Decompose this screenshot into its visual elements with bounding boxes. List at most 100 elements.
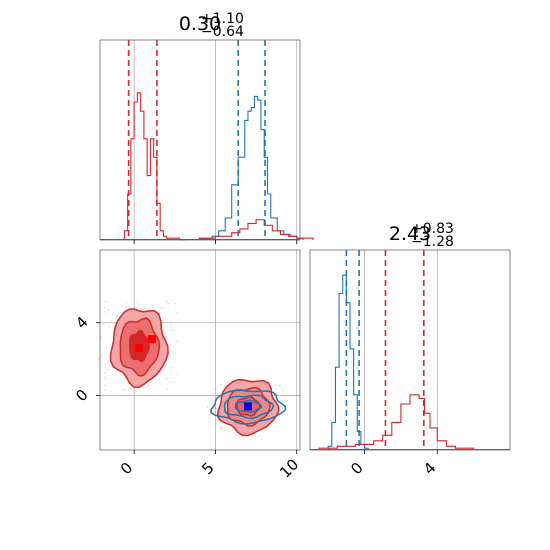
panel3-yticks: 04 [72,313,100,405]
sample-point [220,383,223,386]
panel1-xticks [133,240,298,244]
sample-point [106,368,109,371]
sample-point [207,417,210,419]
sample-point [176,340,179,343]
panel1-quantile-lines [127,40,266,240]
sample-point [216,392,219,394]
sample-point [104,363,107,365]
xtick-label: 0 [117,459,136,478]
ytick-label: 0 [72,386,91,405]
sample-point [281,400,284,402]
sample-point [220,426,222,429]
panel2-grid [364,250,438,450]
sample-point [284,400,287,403]
sample-point [103,306,106,309]
sample-point [208,421,211,423]
sample-point [169,325,172,328]
panel1-title-lower: −0.64 [201,24,244,40]
sample-point [121,304,124,307]
sample-point [166,388,169,391]
sample-point [166,377,168,380]
xtick-label: 0 [347,459,366,478]
sample-point [175,311,178,314]
panel2-title-lower: −1.28 [411,234,454,250]
sample-point [110,390,113,393]
sample-point [107,355,110,358]
sample-point [104,371,107,374]
sample-point [134,390,137,393]
sample-point [104,389,106,391]
sample-point [135,300,138,303]
sample-point [107,309,110,311]
sample-point [103,311,106,313]
sample-point [212,388,215,390]
panel1-frame [99,39,301,241]
sample-point [147,385,150,387]
sample-point [102,323,105,326]
blue-contour-level-2 [234,399,263,413]
panel1-title-value: 0.30 [179,13,221,35]
sample-point [129,388,131,390]
marker-red-1 [148,335,157,344]
sample-point [141,386,144,388]
panel1-grid [133,40,298,240]
sample-point [173,302,176,305]
sample-point [141,308,144,311]
sample-point [284,413,286,416]
sample-point [170,381,173,384]
sample-point [157,378,160,381]
xtick-label: 4 [420,459,439,478]
sample-point [104,300,107,303]
sample-point [123,388,125,391]
panel2-frame [309,249,511,451]
sample-point [220,425,223,428]
panel3-frame [99,249,301,451]
panel1-title: 0.30 [179,13,221,35]
sample-point [220,428,222,430]
sample-point [281,389,284,391]
sample-point [123,376,126,379]
sample-point [161,326,164,329]
sample-point [109,320,112,323]
sample-point [165,300,168,303]
sample-point [216,407,219,410]
histogram-series-1 [318,394,475,450]
sample-point [125,302,128,304]
panel2-quantile-lines [345,250,425,450]
sample-point [100,355,103,358]
sample-point [107,361,110,364]
xtick-label: 10 [276,455,302,481]
sample-point [145,303,148,306]
ytick-label: 4 [72,313,91,332]
sample-point [206,406,209,408]
sample-point [128,304,131,307]
sample-point [161,307,164,310]
histogram-series-1 [198,95,304,240]
panel3-markers [135,335,252,411]
blue-contour-level-0 [210,389,287,425]
marker-blue-3 [243,402,252,411]
sample-point [98,358,100,361]
sample-point [143,307,146,310]
sample-point [278,385,281,387]
sample-point [104,378,107,380]
blue-contour-level-1 [223,394,275,419]
panel-2d-contour: 0 5 10 04 [72,249,302,482]
xtick-label: 5 [198,459,217,478]
panel2-series [310,274,510,450]
sample-point [175,373,177,376]
sample-point [207,414,210,416]
panel1-series [100,92,314,241]
sample-point [104,376,107,378]
sample-point [116,315,118,318]
sample-point [171,329,173,332]
sample-point [104,384,107,387]
sample-point [169,353,172,355]
sample-point [167,302,170,305]
sample-point [124,306,127,309]
panel3-xticks: 0 5 10 [117,450,302,482]
histogram-series-0 [327,274,369,450]
